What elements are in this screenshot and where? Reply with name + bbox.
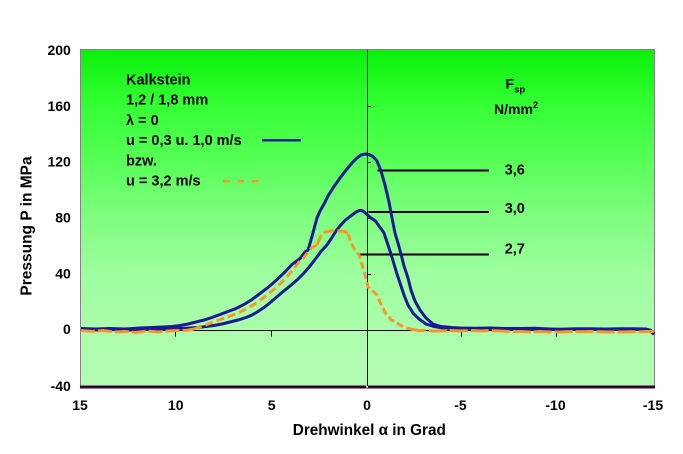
svg-text:3,0: 3,0 [505,201,525,217]
svg-text:-40: -40 [51,378,71,394]
svg-text:λ = 0: λ = 0 [126,113,159,129]
svg-text:N/mm2: N/mm2 [494,100,538,117]
svg-text:-15: -15 [643,397,663,413]
svg-text:Pressung P in MPa: Pressung P in MPa [19,156,36,296]
svg-text:u = 0,3 u. 1,0 m/s: u = 0,3 u. 1,0 m/s [126,133,242,149]
svg-text:15: 15 [72,397,88,413]
svg-text:160: 160 [47,98,71,114]
svg-text:2,7: 2,7 [505,241,525,257]
svg-text:0: 0 [63,321,71,337]
svg-text:80: 80 [55,210,71,226]
svg-text:-5: -5 [454,397,467,413]
svg-text:Drehwinkel α in Grad: Drehwinkel α in Grad [293,422,446,439]
svg-text:-10: -10 [545,397,565,413]
svg-text:1,2 / 1,8 mm: 1,2 / 1,8 mm [126,93,208,109]
svg-text:3,6: 3,6 [505,163,525,179]
svg-text:5: 5 [268,397,276,413]
svg-text:bzw.: bzw. [126,153,157,169]
svg-text:40: 40 [55,265,71,281]
svg-text:u = 3,2 m/s: u = 3,2 m/s [126,174,201,190]
svg-text:Kalkstein: Kalkstein [126,73,190,89]
svg-text:120: 120 [47,154,71,170]
svg-text:0: 0 [363,397,371,413]
svg-text:10: 10 [168,397,184,413]
svg-text:200: 200 [47,42,71,58]
